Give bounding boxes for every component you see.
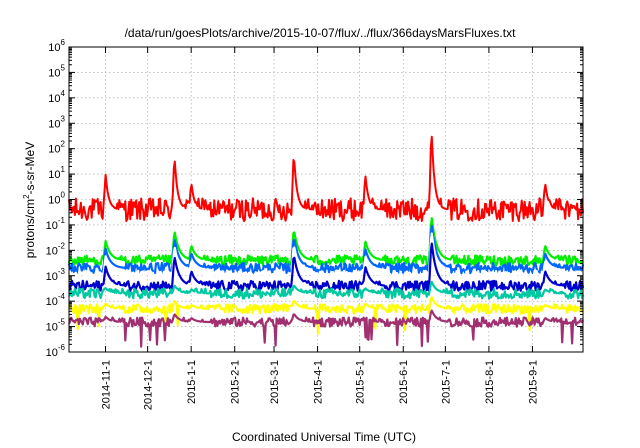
- x-tick-label: 2015-3-1: [269, 360, 281, 404]
- flux-series-line: [68, 242, 585, 292]
- y-tick-label: 10-1: [46, 216, 66, 232]
- y-tick-exponent: 3: [61, 114, 66, 123]
- y-tick-label: 105: [48, 63, 65, 79]
- x-tick-label: 2015-8-1: [484, 360, 496, 404]
- y-tick-base: 10: [48, 169, 60, 181]
- flux-series-line: [68, 135, 584, 222]
- flux-series-line: [67, 217, 584, 267]
- y-tick-label: 10-6: [46, 343, 66, 359]
- y-tick-base: 10: [46, 322, 58, 334]
- y-tick-base: 10: [46, 296, 58, 308]
- x-tick-label: 2015-5-1: [355, 360, 367, 404]
- x-tick-label: 2015-9-1: [527, 360, 539, 404]
- y-tick-base: 10: [46, 220, 58, 232]
- y-tick-exponent: -2: [58, 241, 66, 250]
- y-tick-label: 106: [48, 38, 65, 54]
- y-tick-label: 103: [48, 114, 65, 130]
- x-tick-label: 2014-11-1: [101, 360, 113, 409]
- y-axis: 10-610-510-410-310-210-11001011021031041…: [46, 38, 583, 359]
- y-tick-exponent: 5: [61, 63, 66, 72]
- flux-series-line: [68, 296, 584, 335]
- y-tick-base: 10: [46, 245, 58, 257]
- y-tick-base: 10: [48, 67, 60, 79]
- y-tick-exponent: 0: [61, 191, 66, 200]
- y-tick-exponent: 4: [61, 89, 66, 98]
- y-tick-base: 10: [46, 347, 58, 359]
- y-tick-label: 10-5: [46, 318, 66, 334]
- y-axis-label-post: -s-sr-MeV: [23, 142, 37, 195]
- x-axis-label: Coordinated Universal Time (UTC): [232, 430, 416, 444]
- y-axis-label: protons/cm2-s-sr-MeV: [22, 142, 37, 258]
- y-tick-label: 101: [48, 165, 65, 181]
- x-tick-label: 2015-7-1: [440, 360, 452, 404]
- y-tick-base: 10: [48, 42, 60, 54]
- y-tick-base: 10: [48, 195, 60, 207]
- y-tick-base: 10: [46, 271, 58, 283]
- y-tick-label: 10-4: [46, 292, 66, 308]
- flux-series: [67, 135, 585, 348]
- y-tick-label: 102: [48, 140, 65, 156]
- x-axis: 2014-11-1 2014-12-1 2015-1-1 2015-2-1 2015-3…: [101, 47, 539, 410]
- y-tick-exponent: -1: [58, 216, 66, 225]
- y-tick-base: 10: [48, 118, 60, 130]
- x-tick-label: 2015-1-1: [186, 360, 198, 404]
- y-tick-label: 10-3: [46, 267, 66, 283]
- flux-series-line: [68, 280, 585, 300]
- x-tick-label: 2015-4-1: [313, 360, 325, 404]
- x-tick-label: 2015-6-1: [398, 360, 410, 404]
- x-tick-label: 2015-2-1: [230, 360, 242, 404]
- y-tick-exponent: -5: [58, 318, 66, 327]
- y-tick-exponent: 1: [61, 165, 66, 174]
- y-tick-label: 104: [48, 89, 65, 105]
- y-tick-label: 100: [48, 191, 65, 207]
- y-tick-exponent: 2: [61, 140, 66, 149]
- flux-series-line: [67, 232, 585, 282]
- y-tick-label: 10-2: [46, 241, 66, 257]
- chart-title: /data/run/goesPlots/archive/2015-10-07/f…: [125, 26, 517, 40]
- y-tick-base: 10: [48, 144, 60, 156]
- y-axis-label-pre: protons/cm: [23, 199, 37, 258]
- flux-series-line: [67, 224, 585, 275]
- flux-series-line: [68, 309, 584, 348]
- y-tick-base: 10: [48, 93, 60, 105]
- y-tick-exponent: -6: [58, 343, 66, 352]
- y-axis-label-sup: 2: [22, 194, 31, 199]
- y-tick-exponent: -3: [58, 267, 66, 276]
- y-tick-exponent: -4: [58, 292, 66, 301]
- x-tick-label: 2014-12-1: [143, 360, 155, 410]
- y-tick-exponent: 6: [61, 38, 66, 47]
- grid-lines: [69, 47, 583, 352]
